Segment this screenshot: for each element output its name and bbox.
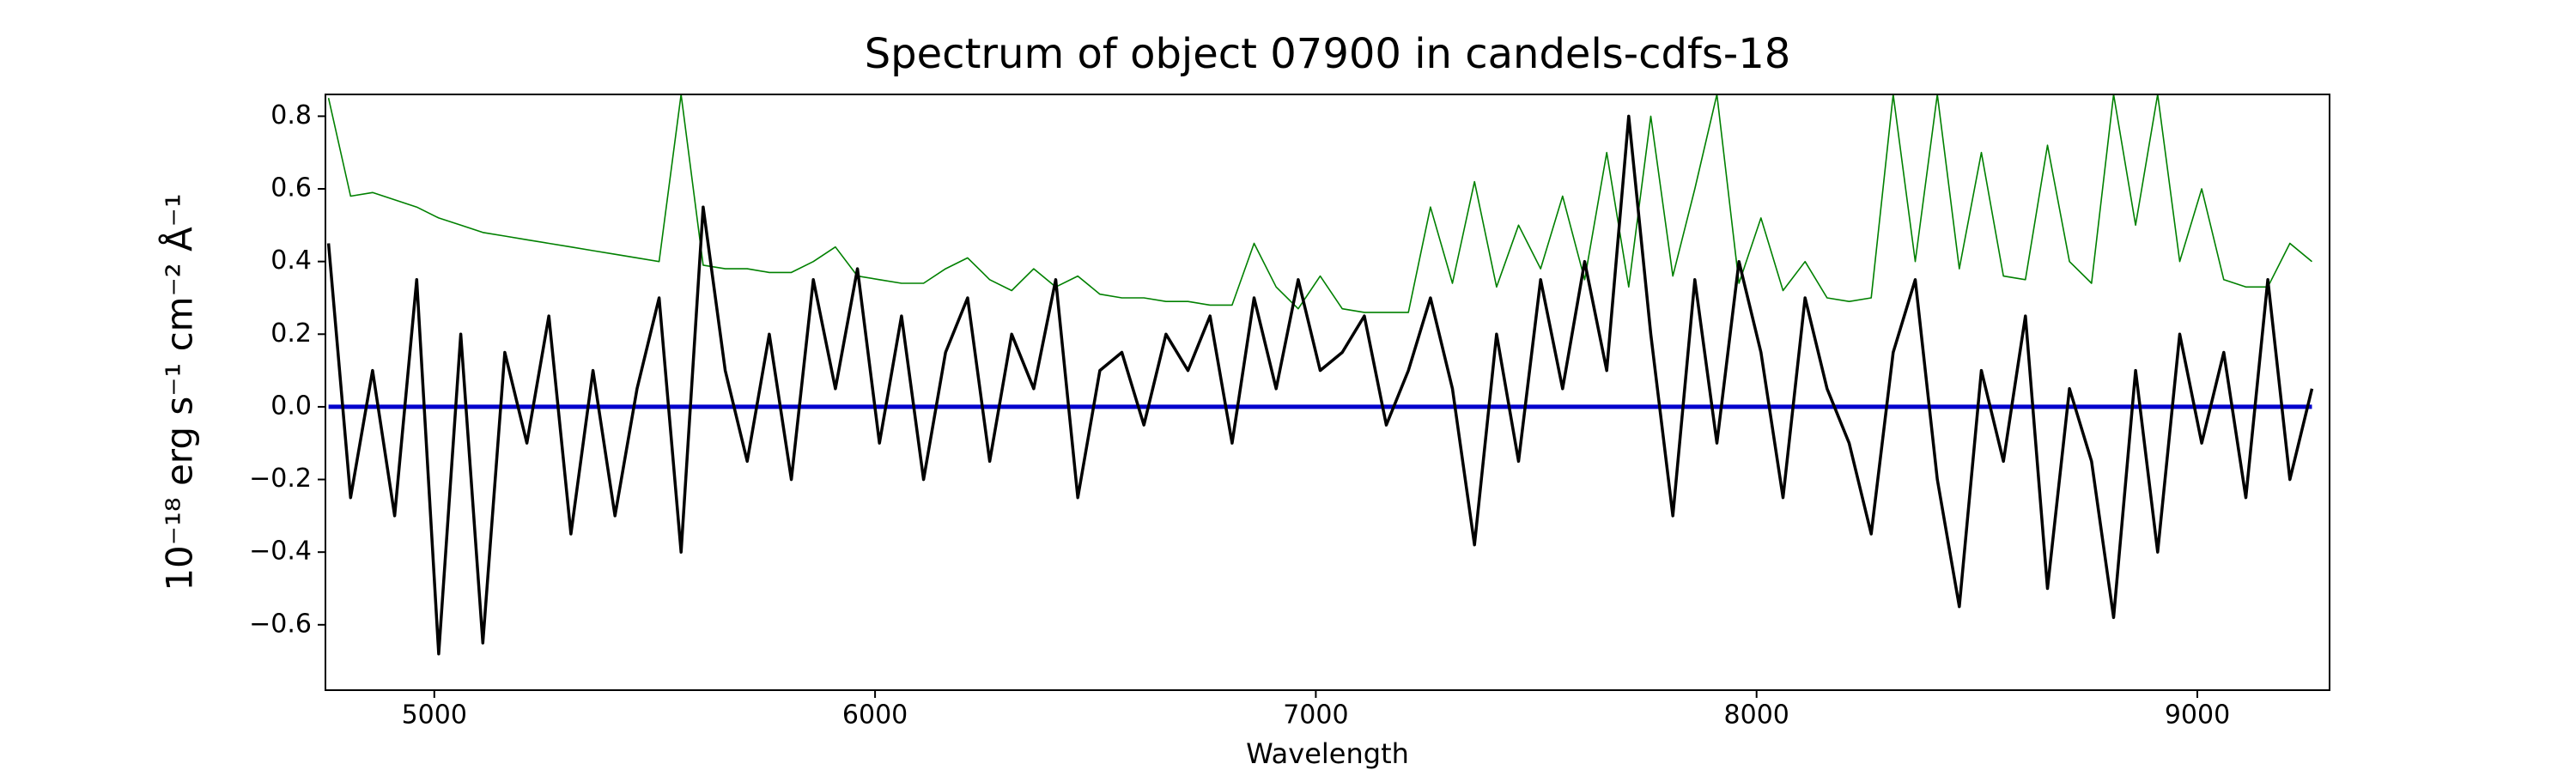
y-tick-label: −0.6 [249, 609, 312, 639]
y-axis-label: 10⁻¹⁸ erg s⁻¹ cm⁻² Å⁻¹ [158, 193, 201, 591]
x-axis-label: Wavelength [1246, 737, 1409, 770]
x-tick-label: 6000 [842, 700, 908, 731]
spectrum-line [327, 94, 2313, 313]
y-tick-label: 0.8 [270, 100, 312, 130]
y-tick-label: 0.4 [270, 246, 312, 276]
x-tick-label: 5000 [402, 700, 467, 731]
plot-area [326, 94, 2314, 656]
y-tick-label: −0.4 [249, 537, 312, 567]
y-tick-label: 0.6 [270, 173, 312, 203]
spectrum-line [326, 114, 2314, 656]
x-tick-label: 9000 [2165, 700, 2230, 731]
axes-frame [325, 94, 2330, 691]
y-tick-label: 0.0 [270, 391, 312, 421]
x-tick-label: 7000 [1283, 700, 1348, 731]
y-tick-label: −0.2 [249, 464, 312, 494]
y-tick-label: 0.2 [270, 318, 312, 349]
chart-title: Spectrum of object 07900 in candels-cdfs… [865, 30, 1791, 78]
x-tick-label: 8000 [1724, 700, 1789, 731]
